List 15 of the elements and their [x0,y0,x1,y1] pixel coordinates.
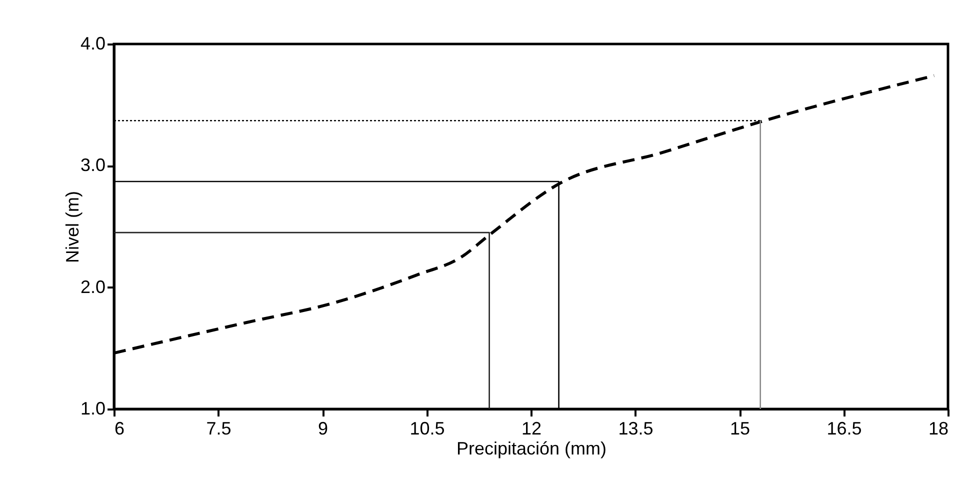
y-tick-label: 3.0 [80,155,106,176]
x-tick-label: 6 [114,418,125,438]
x-tick-label: 12 [521,418,542,438]
x-tick-label: 18 [928,418,948,438]
y-axis-title: Nivel (m) [62,191,82,263]
y-tick-label: 2.0 [80,276,106,297]
x-axis-title: Precipitación (mm) [456,438,607,458]
x-tick-label: 15 [730,418,750,438]
x-tick-label: 7.5 [206,418,232,438]
y-tick-label: 4.0 [80,34,106,54]
y-tick-label: 1.0 [80,398,106,418]
x-tick-label: 16.5 [826,418,862,438]
x-tick-label: 9 [318,418,328,438]
x-tick-label: 13.5 [618,418,654,438]
x-tick-label: 10.5 [410,418,445,438]
